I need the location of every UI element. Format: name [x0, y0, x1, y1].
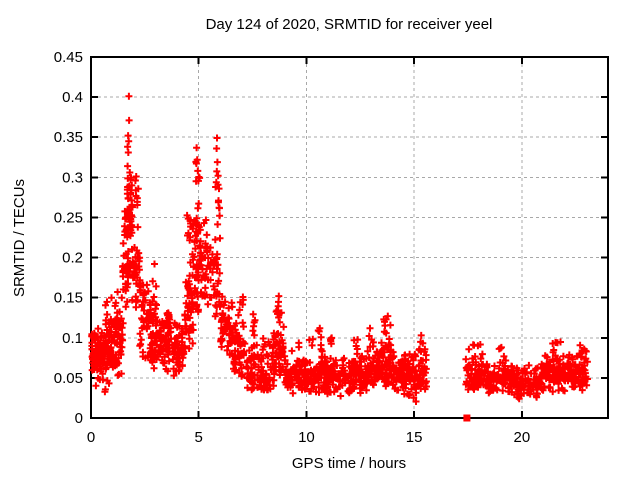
y-tick-label: 0.4	[62, 89, 83, 106]
y-tick-label: 0.2	[62, 250, 83, 267]
y-tick-label: 0.45	[54, 49, 83, 66]
y-tick-label: 0.15	[54, 290, 83, 307]
y-axis-label: SRMTID / TECUs	[11, 179, 28, 297]
y-tick-label: 0	[75, 410, 83, 427]
x-axis-label: GPS time / hours	[292, 455, 406, 472]
y-tick-label: 0.1	[62, 330, 83, 347]
tick-labels: 0 5 10 15 20 0 0.05 0.1 0.15 0.2 0.25 0.3 0.35 0.4 0.4…	[54, 49, 530, 446]
filled-square-marker	[463, 414, 471, 422]
x-tick-label: 5	[195, 429, 203, 446]
x-tick-label: 20	[513, 429, 530, 446]
chart-title: Day 124 of 2020, SRMTID for receiver yee…	[206, 16, 493, 33]
y-tick-label: 0.25	[54, 209, 83, 226]
data-points	[88, 92, 591, 422]
x-tick-label: 10	[298, 429, 315, 446]
x-tick-label: 15	[406, 429, 423, 446]
srmtid-plus-markers	[88, 92, 591, 405]
tick-marks	[90, 56, 608, 419]
y-tick-label: 0.3	[62, 169, 83, 186]
y-tick-label: 0.35	[54, 129, 83, 146]
plot-border	[90, 56, 609, 419]
x-tick-label: 0	[87, 429, 95, 446]
axes-and-ticks	[90, 56, 609, 419]
y-tick-label: 0.05	[54, 370, 83, 387]
